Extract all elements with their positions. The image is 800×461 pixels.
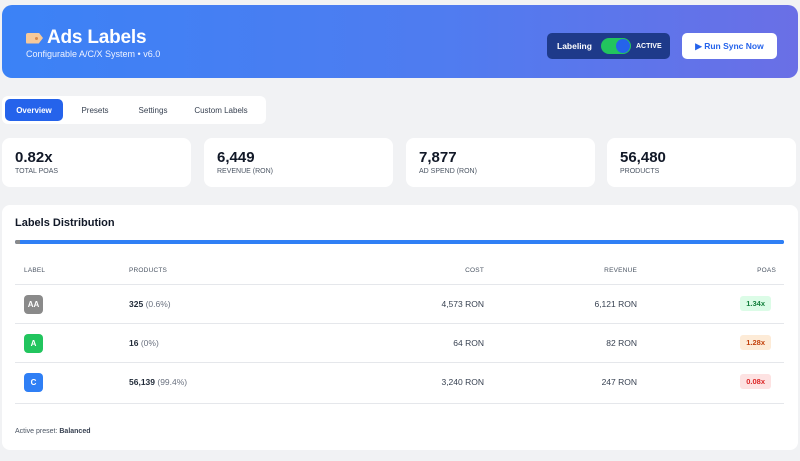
stat-label: PRODUCTS [620, 168, 660, 175]
poas-badge: 1.34x [740, 296, 771, 311]
table-row: AA 325 (0.6%) 4,573 RON 6,121 RON 1.34x [15, 284, 784, 323]
labeling-label: Labeling [557, 41, 592, 51]
label-badge: AA [24, 295, 43, 314]
products-percent: (0.6%) [145, 299, 171, 309]
header-poas: POAS [757, 267, 776, 274]
stat-card-revenue: 6,449 REVENUE (RON) [204, 138, 393, 187]
revenue-cell: 6,121 RON [594, 299, 637, 309]
products-cell: 325 (0.6%) [129, 299, 171, 309]
toggle-knob [615, 39, 630, 53]
preset-value: Balanced [59, 428, 91, 435]
distribution-segment-c [19, 240, 784, 244]
products-cell: 56,139 (99.4%) [129, 377, 187, 387]
poas-badge: 0.08x [740, 374, 771, 389]
stat-value: 56,480 [620, 149, 666, 166]
tab-presets[interactable]: Presets [81, 105, 109, 115]
tag-icon [26, 32, 43, 44]
products-count: 325 [129, 299, 144, 309]
app-header: Ads Labels Configurable A/C/X System • v… [2, 5, 798, 78]
brand: Ads Labels [26, 27, 147, 49]
products-percent: (0%) [140, 338, 159, 348]
revenue-cell: 82 RON [606, 338, 637, 348]
table-row: C 56,139 (99.4%) 3,240 RON 247 RON 0.08x [15, 362, 784, 401]
app-title: Ads Labels [47, 27, 147, 48]
products-cell: 16 (0%) [129, 338, 159, 348]
preset-label: Active preset: [15, 428, 58, 435]
stat-value: 0.82x [15, 149, 53, 166]
run-sync-button[interactable]: ▶ Run Sync Now [682, 33, 777, 59]
distribution-segment-aa [15, 240, 20, 244]
cost-cell: 4,573 RON [441, 299, 484, 309]
stat-card-ad-spend: 7,877 AD SPEND (RON) [406, 138, 595, 187]
tab-bar: Overview Presets Settings Custom Labels [2, 96, 266, 124]
products-count: 56,139 [129, 377, 155, 387]
stat-card-products: 56,480 PRODUCTS [607, 138, 796, 187]
stat-value: 7,877 [419, 149, 457, 166]
products-percent: (99.4%) [157, 377, 188, 387]
app-subtitle: Configurable A/C/X System • v6.0 [26, 49, 161, 59]
labeling-status: ACTIVE [635, 42, 662, 50]
stat-card-poas: 0.82x TOTAL POAS [2, 138, 191, 187]
header-cost: COST [465, 267, 484, 274]
stat-label: TOTAL POAS [15, 168, 59, 175]
tab-custom-labels[interactable]: Custom Labels [194, 105, 248, 115]
table-divider [15, 403, 784, 404]
labeling-toggle[interactable] [600, 38, 631, 54]
stat-label: REVENUE (RON) [217, 168, 274, 175]
label-badge: A [24, 334, 43, 353]
stat-value: 6,449 [217, 149, 255, 166]
header-revenue: REVENUE [604, 267, 637, 274]
panel-title: Labels Distribution [15, 217, 115, 229]
table-row: A 16 (0%) 64 RON 82 RON 1.28x [15, 323, 784, 362]
stat-label: AD SPEND (RON) [419, 168, 477, 175]
header-products: PRODUCTS [129, 267, 168, 274]
revenue-cell: 247 RON [601, 377, 637, 387]
labeling-control: Labeling ACTIVE [547, 33, 670, 59]
tab-overview[interactable]: Overview [5, 99, 63, 121]
cost-cell: 64 RON [453, 338, 484, 348]
cost-cell: 3,240 RON [441, 377, 484, 387]
tab-settings[interactable]: Settings [138, 105, 168, 115]
products-count: 16 [129, 338, 139, 348]
active-preset-note: Active preset: Balanced [15, 428, 91, 435]
poas-badge: 1.28x [740, 335, 771, 350]
header-label: LABEL [24, 267, 46, 274]
labels-distribution-panel: Labels Distribution LABEL PRODUCTS COST … [2, 205, 798, 450]
label-badge: C [24, 373, 43, 392]
distribution-bar [15, 240, 784, 244]
